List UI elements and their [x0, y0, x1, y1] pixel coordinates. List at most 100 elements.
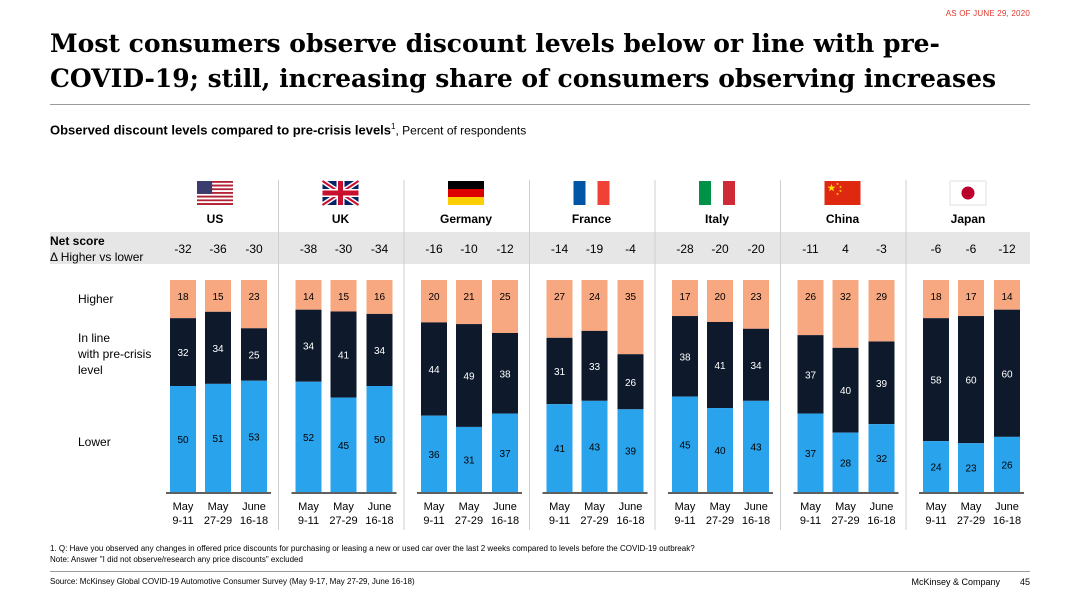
- france-flag-icon: [573, 181, 610, 205]
- data-label-higher: 17: [965, 292, 977, 303]
- bar-segment-lower: [205, 383, 231, 492]
- net-score-band: [50, 232, 1030, 264]
- bar-segment-lower: [421, 415, 447, 492]
- data-label-lower: 37: [499, 449, 511, 460]
- subtitle-unit: , Percent of respondents: [395, 123, 527, 138]
- bar-segment-higher: [421, 280, 447, 323]
- data-label-lower: 41: [554, 444, 566, 455]
- data-label-higher: 14: [303, 292, 315, 303]
- data-label-inline: 31: [554, 367, 566, 378]
- data-label-lower: 31: [463, 455, 475, 466]
- category-label: 16-18: [491, 515, 519, 527]
- bar-segment-inline: [617, 354, 644, 410]
- net-score-value: -3: [876, 242, 887, 256]
- category-label: May: [298, 501, 319, 513]
- net-score-label: Net score: [50, 234, 105, 248]
- category-label: 9-11: [423, 515, 444, 527]
- category-label: May: [961, 501, 982, 513]
- subtitle-main: Observed discount levels compared to pre…: [50, 122, 392, 138]
- category-label: May: [584, 501, 605, 513]
- net-score-value: -16: [425, 242, 443, 256]
- bar-segment-inline: [797, 335, 824, 414]
- bar-segment-higher: [295, 280, 322, 310]
- data-label-inline: 25: [248, 351, 260, 362]
- data-label-higher: 15: [338, 292, 350, 303]
- data-label-higher: 20: [714, 292, 726, 303]
- category-label: June: [242, 501, 266, 513]
- net-score-sublabel: Δ Higher vs lower: [50, 250, 143, 264]
- bar-segment-inline: [958, 316, 984, 444]
- data-label-higher: 29: [876, 292, 888, 303]
- data-label-lower: 36: [428, 450, 440, 461]
- bar-segment-inline: [421, 322, 447, 416]
- data-label-higher: 20: [428, 292, 440, 303]
- bar-segment-higher: [170, 280, 196, 319]
- country-label: US: [207, 212, 224, 226]
- net-score-value: -20: [747, 242, 765, 256]
- data-label-higher: 18: [177, 292, 189, 303]
- bar-segment-inline: [868, 341, 895, 425]
- data-label-lower: 43: [589, 442, 601, 453]
- category-label: 16-18: [616, 515, 644, 527]
- net-score-value: -30: [245, 242, 263, 256]
- category-label: 16-18: [993, 515, 1021, 527]
- net-score-value: -36: [209, 242, 227, 256]
- bar-segment-higher: [923, 280, 949, 319]
- row-label-inline: level: [78, 363, 103, 377]
- discount-levels-chart: Net score Δ Higher vs lower Higher In line w…: [50, 178, 1030, 530]
- bar-segment-lower: [797, 413, 824, 492]
- data-label-inline: 38: [499, 369, 511, 380]
- data-label-lower: 37: [805, 449, 817, 460]
- net-score-value: -12: [998, 242, 1016, 256]
- bar-segment-higher: [581, 280, 608, 331]
- bar-segment-inline: [672, 316, 698, 397]
- net-score-value: 4: [842, 242, 849, 256]
- category-label: May: [333, 501, 354, 513]
- category-label: 16-18: [867, 515, 895, 527]
- bar-segment-lower: [170, 386, 196, 492]
- category-label: 27-29: [204, 515, 232, 527]
- category-label: May: [800, 501, 821, 513]
- category-label: May: [710, 501, 731, 513]
- bar-segment-higher: [456, 280, 482, 325]
- category-label: 27-29: [329, 515, 357, 527]
- data-label-inline: 34: [303, 342, 315, 353]
- bar-segment-higher: [366, 280, 393, 314]
- bar-segment-lower: [581, 400, 608, 492]
- data-label-inline: 40: [840, 386, 852, 397]
- category-label: 27-29: [706, 515, 734, 527]
- bar-segment-inline: [707, 321, 733, 409]
- row-label-inline: with pre-crisis: [77, 347, 151, 361]
- bar-segment-higher: [617, 280, 644, 355]
- data-label-higher: 32: [840, 292, 852, 303]
- data-label-inline: 39: [876, 379, 888, 390]
- page-number: 45: [1019, 577, 1030, 587]
- footnotes: 1. Q: Have you observed any changes in o…: [50, 543, 695, 565]
- category-label: June: [368, 501, 392, 513]
- country-label: France: [572, 212, 612, 226]
- net-score-value: -6: [966, 242, 977, 256]
- data-label-inline: 34: [374, 346, 386, 357]
- category-label: May: [549, 501, 570, 513]
- category-label: 27-29: [957, 515, 985, 527]
- bar-segment-higher: [241, 280, 267, 329]
- bar-segment-inline: [330, 311, 357, 398]
- bar-segment-inline: [170, 318, 196, 386]
- net-score-value: -30: [335, 242, 353, 256]
- category-label: 27-29: [831, 515, 859, 527]
- net-score-value: -12: [496, 242, 514, 256]
- uk-flag-icon: [321, 178, 360, 208]
- category-label: June: [493, 501, 517, 513]
- data-label-higher: 16: [374, 292, 386, 303]
- data-label-inline: 44: [428, 365, 440, 376]
- data-label-higher: 18: [930, 292, 942, 303]
- bar-segment-higher: [546, 280, 573, 338]
- data-label-lower: 45: [338, 441, 350, 452]
- category-label: 27-29: [580, 515, 608, 527]
- bar-segment-lower: [366, 386, 393, 492]
- bar-segment-inline: [205, 311, 231, 384]
- title-divider: [50, 104, 1030, 105]
- bar-segment-inline: [923, 318, 949, 442]
- data-label-inline: 38: [679, 352, 691, 363]
- page-title: Most consumers observe discount levels b…: [50, 29, 997, 93]
